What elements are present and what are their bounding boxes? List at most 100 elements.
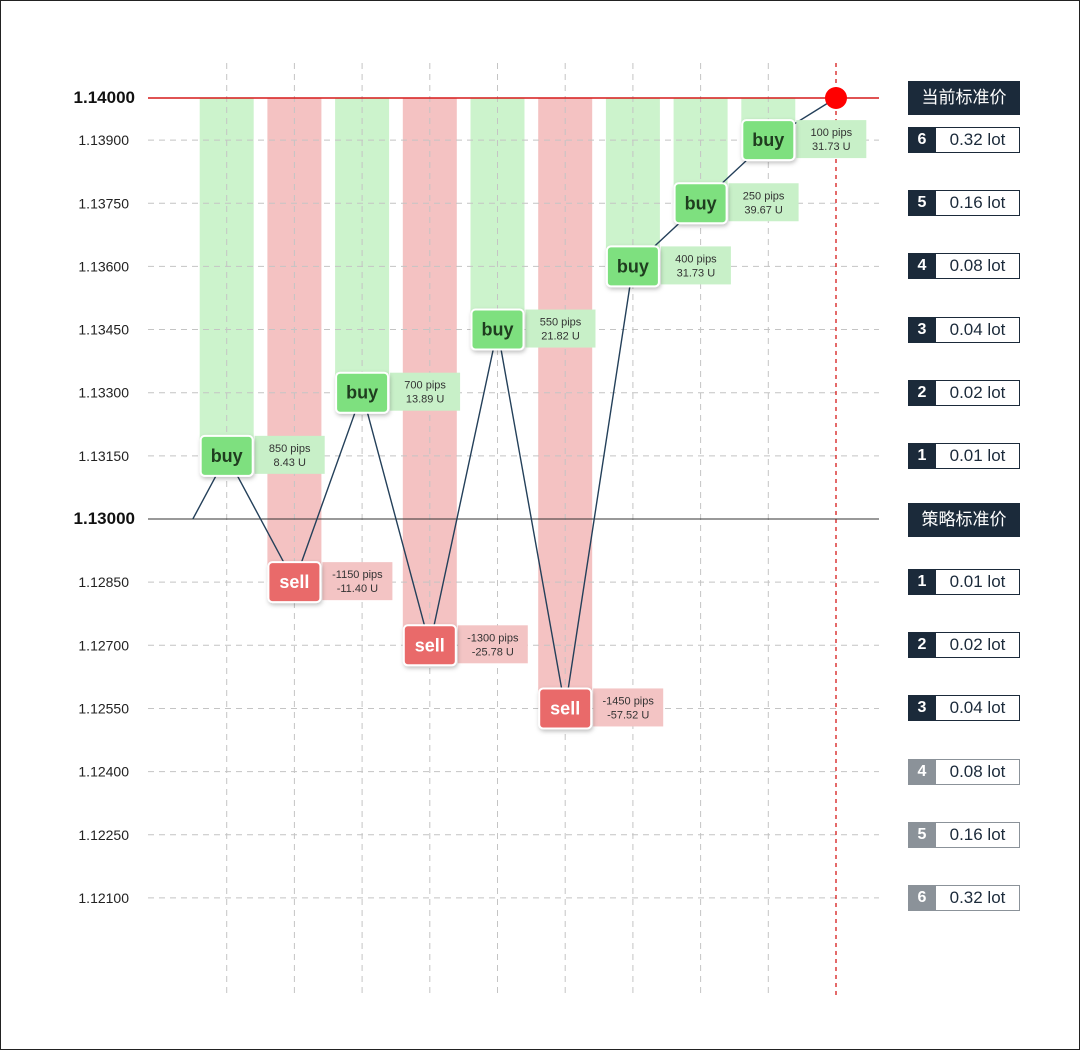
buy-marker	[470, 308, 525, 351]
trade-pips-label: -1450 pips	[603, 695, 655, 707]
trade-info-box	[457, 625, 528, 664]
trade-info-box	[525, 309, 596, 348]
lot-row-lower: 6 0.32 lot	[908, 884, 1020, 911]
lot-size: 0.02 lot	[936, 632, 1020, 659]
sell-marker	[538, 687, 593, 730]
trade-value-label: 39.67 U	[744, 204, 783, 216]
trade-value-label: 31.73 U	[677, 267, 716, 279]
lot-index: 6	[908, 884, 936, 911]
lot-row-upper: 1 0.01 lot	[908, 442, 1020, 469]
buy-marker-label: buy	[617, 256, 649, 276]
trade-pips-label: -1150 pips	[332, 569, 383, 581]
trade-info-box	[254, 435, 325, 474]
buy-marker-label: buy	[752, 130, 784, 150]
lot-row-upper: 3 0.04 lot	[908, 316, 1020, 343]
lot-index: 4	[908, 758, 936, 785]
y-tick-label: 1.14000	[74, 88, 135, 107]
trade-value-label: 31.73 U	[812, 141, 851, 153]
trade-value-label: -11.40 U	[337, 583, 378, 595]
sell-marker	[267, 561, 322, 604]
buy-marker	[199, 434, 254, 477]
strategy-price-header: 策略标准价	[908, 503, 1020, 537]
lot-size: 0.08 lot	[936, 253, 1020, 280]
buy-marker	[741, 119, 796, 162]
y-tick-label: 1.13900	[78, 132, 129, 148]
y-tick-label: 1.12400	[78, 764, 129, 780]
trade-value-label: -25.78 U	[472, 646, 514, 658]
current-price-dot	[825, 87, 847, 109]
lot-row-upper: 5 0.16 lot	[908, 190, 1020, 217]
sell-marker-label: sell	[279, 572, 309, 592]
buy-marker	[335, 371, 390, 414]
y-tick-label: 1.12700	[78, 637, 129, 653]
buy-marker	[605, 245, 660, 288]
lot-row-lower: 2 0.02 lot	[908, 632, 1020, 659]
buy-zone-column	[605, 98, 660, 267]
y-tick-label: 1.13450	[78, 322, 129, 338]
trade-pips-label: 100 pips	[811, 127, 853, 139]
lot-index: 3	[908, 316, 936, 343]
lot-index: 2	[908, 632, 936, 659]
trade-value-label: 13.89 U	[406, 394, 445, 406]
lot-row-upper: 2 0.02 lot	[908, 379, 1020, 406]
lot-size: 0.32 lot	[936, 127, 1020, 154]
y-tick-label: 1.13000	[74, 509, 135, 528]
lot-size: 0.08 lot	[936, 758, 1020, 785]
lot-size: 0.01 lot	[936, 442, 1020, 469]
lot-index: 5	[908, 190, 936, 217]
lot-row-upper: 4 0.08 lot	[908, 253, 1020, 280]
lot-row-lower: 4 0.08 lot	[908, 758, 1020, 785]
trade-pips-label: 400 pips	[675, 253, 717, 265]
lot-index: 6	[908, 127, 936, 154]
sell-marker-label: sell	[415, 635, 445, 655]
buy-marker-label: buy	[211, 446, 243, 466]
buy-marker-label: buy	[685, 193, 717, 213]
buy-marker-label: buy	[481, 320, 513, 340]
lot-size: 0.16 lot	[936, 190, 1020, 217]
lot-row-upper: 6 0.32 lot	[908, 127, 1020, 154]
lot-index: 3	[908, 695, 936, 722]
buy-marker-label: buy	[346, 383, 378, 403]
trade-value-label: -57.52 U	[607, 709, 649, 721]
trade-pips-label: 250 pips	[743, 190, 785, 202]
trade-info-box	[322, 562, 393, 601]
lot-size: 0.16 lot	[936, 821, 1020, 848]
trade-value-label: 21.82 U	[541, 331, 580, 343]
current-price-header: 当前标准价	[908, 81, 1020, 115]
lot-size: 0.32 lot	[936, 884, 1020, 911]
trade-pips-label: 850 pips	[269, 443, 311, 455]
lot-row-lower: 5 0.16 lot	[908, 821, 1020, 848]
y-tick-label: 1.13300	[78, 385, 129, 401]
buy-zone-column	[470, 98, 525, 330]
y-tick-label: 1.12100	[78, 890, 129, 906]
y-tick-label: 1.12850	[78, 574, 129, 590]
y-tick-label: 1.12250	[78, 827, 129, 843]
lot-row-lower: 3 0.04 lot	[908, 695, 1020, 722]
trade-info-box	[660, 246, 731, 285]
lot-row-lower: 1 0.01 lot	[908, 569, 1020, 596]
trade-value-label: 8.43 U	[273, 457, 305, 469]
lot-index: 5	[908, 821, 936, 848]
lot-index: 2	[908, 379, 936, 406]
lot-size: 0.01 lot	[936, 569, 1020, 596]
lot-size: 0.02 lot	[936, 379, 1020, 406]
y-tick-label: 1.13600	[78, 258, 129, 274]
trade-pips-label: -1300 pips	[467, 632, 519, 644]
y-tick-label: 1.13750	[78, 195, 129, 211]
sell-marker	[402, 624, 457, 667]
trade-info-box	[728, 183, 799, 222]
lot-size: 0.04 lot	[936, 316, 1020, 343]
trade-info-box	[593, 688, 664, 727]
lot-size: 0.04 lot	[936, 695, 1020, 722]
lot-index: 1	[908, 442, 936, 469]
trade-info-box	[796, 120, 867, 159]
trade-pips-label: 550 pips	[540, 317, 582, 329]
trade-pips-label: 700 pips	[404, 380, 446, 392]
lot-index: 1	[908, 569, 936, 596]
y-tick-label: 1.12550	[78, 700, 129, 716]
lot-index: 4	[908, 253, 936, 280]
trade-info-box	[390, 372, 461, 411]
buy-marker	[673, 182, 728, 225]
